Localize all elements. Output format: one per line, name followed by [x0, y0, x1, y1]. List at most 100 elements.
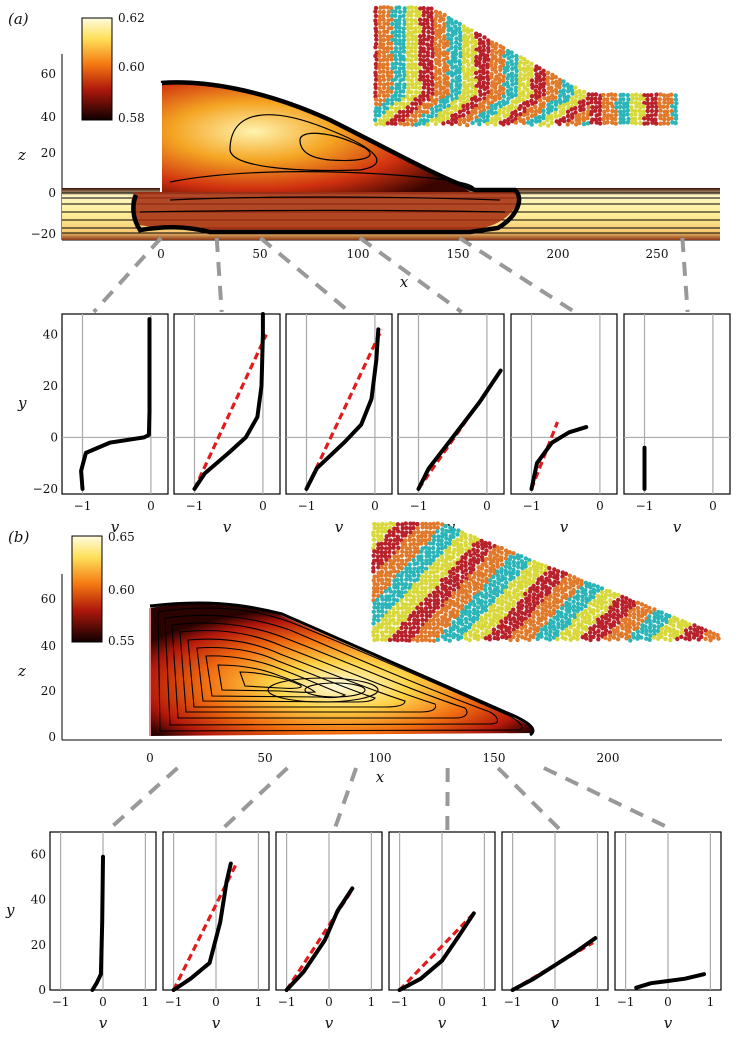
grain	[418, 101, 423, 106]
grain	[605, 97, 610, 102]
grain	[377, 69, 383, 75]
grain	[411, 521, 416, 526]
grain	[557, 77, 563, 83]
grain	[441, 117, 446, 122]
grain	[475, 553, 481, 558]
grain	[499, 550, 504, 555]
grain	[525, 76, 531, 81]
grain	[380, 609, 385, 614]
grain	[500, 583, 505, 588]
grain	[439, 609, 444, 615]
grain	[471, 619, 476, 624]
grain	[562, 95, 567, 100]
grain	[399, 573, 404, 579]
grain	[479, 626, 485, 631]
grain	[699, 634, 704, 640]
grain	[699, 626, 704, 631]
grain	[664, 619, 669, 625]
grain	[611, 615, 616, 620]
grain	[374, 57, 379, 62]
grain	[510, 99, 515, 104]
grain	[383, 546, 389, 551]
grain	[484, 576, 489, 582]
a-xtick-250: 250	[646, 247, 669, 261]
grain	[488, 578, 493, 583]
grain	[567, 573, 572, 578]
grain	[391, 521, 396, 527]
grain	[477, 97, 482, 102]
a-ytick-neg20: −20	[31, 227, 56, 241]
grain	[415, 577, 420, 582]
grain	[651, 635, 657, 640]
profile-xtick: 1	[707, 995, 715, 1009]
grain	[547, 574, 553, 579]
grain	[407, 534, 413, 539]
grain	[461, 108, 466, 113]
grain	[388, 570, 393, 575]
grain	[412, 566, 417, 571]
grain	[405, 117, 410, 122]
grain	[647, 625, 653, 630]
grain	[447, 565, 452, 571]
grain	[407, 585, 412, 591]
grain	[387, 529, 392, 534]
grain	[495, 636, 501, 641]
grain	[415, 621, 420, 626]
grain	[546, 123, 551, 128]
colorbar-b-tick-2: 0.55	[108, 634, 135, 648]
grain	[577, 100, 582, 105]
grain	[421, 54, 427, 59]
grain	[481, 70, 486, 76]
grain	[473, 87, 478, 92]
grain	[533, 100, 538, 105]
grain	[575, 605, 581, 610]
grain	[601, 100, 606, 106]
grain	[625, 108, 630, 113]
grain	[433, 17, 438, 22]
grain	[427, 541, 433, 546]
grain	[507, 550, 512, 555]
b-xtick-200: 200	[597, 751, 620, 765]
grain	[453, 107, 458, 113]
grain	[420, 569, 425, 574]
grain	[451, 539, 457, 544]
grain	[518, 67, 523, 72]
grain	[631, 611, 637, 617]
grain	[644, 631, 649, 637]
grain	[630, 96, 635, 101]
grain	[417, 25, 422, 30]
grain	[467, 549, 472, 554]
grain	[379, 525, 384, 530]
grain	[373, 18, 378, 23]
grain	[497, 80, 502, 85]
grain	[411, 621, 417, 626]
grain	[437, 18, 443, 23]
grain	[513, 109, 518, 114]
grain	[372, 605, 377, 610]
grain	[523, 568, 529, 574]
grain	[509, 78, 515, 83]
grain	[565, 101, 571, 107]
grain	[576, 625, 581, 630]
grain	[413, 34, 419, 39]
grain	[461, 56, 467, 61]
grain	[459, 542, 464, 548]
grain-snapshot-a	[373, 5, 679, 128]
grain	[457, 121, 462, 127]
grain	[438, 51, 443, 56]
grain	[488, 550, 493, 555]
grain	[567, 605, 573, 611]
grain	[461, 60, 467, 65]
grain	[646, 104, 651, 110]
grain	[397, 53, 403, 58]
grain	[485, 85, 490, 90]
grain	[387, 545, 393, 551]
grain	[403, 621, 408, 627]
grain	[540, 582, 545, 588]
grain	[649, 108, 655, 114]
grain	[486, 38, 491, 43]
grain	[507, 605, 512, 611]
grain	[373, 73, 379, 78]
grain	[499, 615, 504, 620]
grain	[571, 618, 576, 624]
